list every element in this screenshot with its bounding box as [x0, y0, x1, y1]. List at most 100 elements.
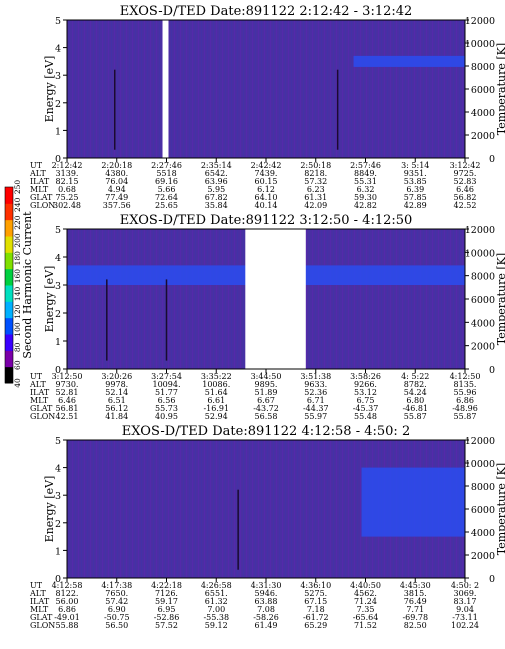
- orbit-value: 4: 5:22: [401, 372, 429, 381]
- orbit-row-label: GLON: [30, 201, 55, 210]
- orbit-value: 56.50: [105, 621, 128, 630]
- colorbar-segment: [5, 317, 13, 335]
- y-axis-label: Energy [eV]: [43, 56, 56, 123]
- orbit-value: -50.75: [104, 613, 130, 622]
- orbit-value: 52.81: [56, 388, 79, 397]
- y2-axis-label: Temperature [K]: [495, 43, 505, 135]
- orbit-value: 357.56: [103, 201, 131, 210]
- orbit-row-label: GLAT: [30, 193, 53, 202]
- orbit-value: 7439.: [255, 169, 278, 178]
- y2-tick-label: 0: [489, 365, 495, 376]
- orbit-value: 3:58:26: [350, 372, 381, 381]
- orbit-value: 6.71: [307, 396, 325, 405]
- y-axis-label: Energy [eV]: [43, 476, 56, 543]
- orbit-value: -69.78: [402, 613, 428, 622]
- orbit-value: 6.86: [58, 605, 76, 614]
- orbit-value: 2:20:18: [101, 161, 132, 170]
- colorbar-tick-label: 80: [13, 342, 22, 352]
- orbit-row-label: UT: [30, 161, 43, 170]
- orbit-value: 6.12: [257, 185, 275, 194]
- panel-1: EXOS-D/TED Date:891122 2:12:42 - 3:12:42…: [29, 4, 505, 210]
- orbit-value: -58.26: [253, 613, 279, 622]
- colorbar-segment: [5, 219, 13, 237]
- orbit-value: 8849.: [354, 169, 377, 178]
- orbit-value: 55.97: [304, 412, 327, 421]
- orbit-value: 51.64: [205, 388, 228, 397]
- orbit-value: 55.88: [56, 621, 79, 630]
- orbit-value: 9633.: [304, 380, 327, 389]
- y-tick-label: 2: [55, 309, 61, 320]
- orbit-value: 55.87: [404, 412, 427, 421]
- y-tick-label: 0: [55, 365, 61, 376]
- orbit-value: 6.90: [108, 605, 126, 614]
- y2-tick-label: 4000: [471, 528, 495, 539]
- y2-axis-label: Temperature [K]: [495, 253, 505, 345]
- orbit-value: 71.52: [354, 621, 377, 630]
- panel-3: EXOS-D/TED Date:891122 4:12:58 - 4:50: 2…: [29, 424, 505, 630]
- orbit-value: 63.88: [255, 597, 278, 606]
- orbit-value: 5275.: [304, 589, 327, 598]
- orbit-value: 4:26:58: [201, 581, 232, 590]
- y2-tick-label: 12000: [465, 16, 495, 27]
- colorbar-tick-label: 220: [13, 215, 22, 230]
- orbit-value: 60.15: [255, 177, 278, 186]
- orbit-value: 83.17: [454, 597, 477, 606]
- colorbar-tick-label: 160: [13, 269, 22, 284]
- colorbar-segment: [5, 187, 13, 204]
- y-tick-label: 2: [55, 99, 61, 110]
- intensity-band: [353, 55, 465, 67]
- orbit-value: 76.49: [404, 597, 427, 606]
- orbit-value: 6.46: [456, 185, 474, 194]
- orbit-value: 6.56: [158, 396, 176, 405]
- y2-tick-label: 0: [489, 154, 495, 165]
- orbit-value: 4:45:30: [400, 581, 431, 590]
- orbit-value: 9.04: [456, 605, 474, 614]
- orbit-value: 51.89: [255, 388, 278, 397]
- colorbar-tick-label: 240: [13, 197, 22, 212]
- y-tick-label: 0: [55, 574, 61, 585]
- y2-tick-label: 6000: [471, 295, 495, 306]
- orbit-value: 9895.: [255, 380, 278, 389]
- orbit-value: 6.32: [357, 185, 375, 194]
- orbit-value: -55.38: [203, 613, 229, 622]
- orbit-value: 42.89: [404, 201, 427, 210]
- orbit-value: 42.52: [454, 201, 477, 210]
- orbit-value: 7126.: [155, 589, 178, 598]
- orbit-value: 7.00: [207, 605, 225, 614]
- orbit-value: -61.72: [303, 613, 329, 622]
- orbit-value: 8135.: [454, 380, 477, 389]
- y2-tick-label: 6000: [471, 505, 495, 516]
- colorbar-tick-label: 180: [13, 251, 22, 266]
- orbit-value: 3:35:22: [201, 372, 232, 381]
- orbit-value: 55.73: [155, 404, 178, 413]
- orbit-value: 2:57:46: [350, 161, 381, 170]
- y2-tick-label: 12000: [465, 225, 495, 236]
- y-tick-label: 5: [55, 225, 61, 236]
- colorbar-tick-label: 60: [13, 360, 22, 370]
- y-tick-label: 5: [55, 16, 61, 27]
- orbit-value: 7.08: [257, 605, 275, 614]
- orbit-value: 57.32: [304, 177, 327, 186]
- orbit-value: 77.49: [105, 193, 128, 202]
- y-tick-label: 3: [55, 71, 61, 82]
- orbit-value: 40.14: [255, 201, 278, 210]
- orbit-value: 7650.: [105, 589, 128, 598]
- orbit-value: 51.77: [155, 388, 178, 397]
- colorbar-segment: [5, 366, 13, 384]
- colorbar-tick-label: 100: [13, 322, 22, 337]
- orbit-value: 3:27:54: [151, 372, 182, 381]
- y2-tick-label: 12000: [465, 436, 495, 447]
- y-tick-label: 4: [55, 253, 61, 264]
- y2-tick-label: 8000: [471, 62, 495, 73]
- orbit-value: 57.85: [404, 193, 427, 202]
- orbit-value: 52.94: [205, 412, 228, 421]
- orbit-value: 4:40:50: [350, 581, 381, 590]
- orbit-value: -65.64: [353, 613, 379, 622]
- colorbar-segment: [5, 203, 13, 221]
- orbit-value: 10086.: [202, 380, 230, 389]
- orbit-value: 56.81: [56, 404, 79, 413]
- orbit-value: 55.48: [354, 412, 377, 421]
- orbit-value: 7.35: [357, 605, 375, 614]
- orbit-value: 2:50:18: [300, 161, 331, 170]
